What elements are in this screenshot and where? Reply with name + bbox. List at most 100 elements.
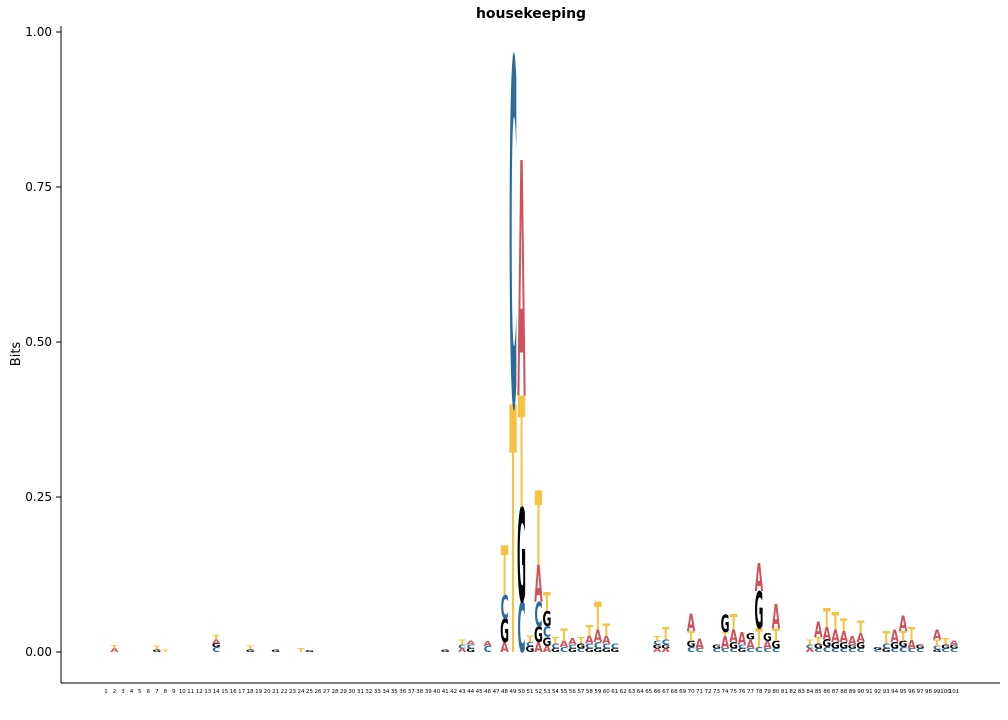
x-tick-label: 88: [840, 689, 847, 695]
logo-letter-t: T: [730, 610, 738, 635]
x-tick-label: 85: [815, 689, 822, 695]
x-tick-label: 65: [645, 689, 652, 695]
logo-letter-g: G: [882, 647, 891, 653]
logo-letter-g: G: [899, 640, 908, 650]
logo-letter-c: C: [831, 647, 839, 653]
logo-letter-a: A: [517, 96, 525, 472]
x-tick-label: 32: [365, 689, 372, 695]
logo-letter-a: A: [466, 640, 475, 646]
x-tick-label: 43: [459, 689, 466, 695]
logo-letter-a: A: [458, 647, 467, 653]
logo-letter-t: T: [933, 639, 941, 649]
logo-letter-c: C: [501, 589, 509, 627]
logo-letter-c: C: [755, 647, 763, 655]
logo-letter-g: G: [661, 643, 670, 649]
x-tick-label: 55: [560, 689, 567, 695]
logo-letter-t: T: [942, 638, 950, 648]
x-tick-label: 100: [940, 689, 951, 695]
logo-letter-a: A: [585, 635, 594, 647]
logo-letter-a: A: [890, 628, 898, 647]
logo-letter-c: C: [942, 647, 950, 653]
logo-letter-g: G: [517, 481, 526, 632]
x-tick-label: 97: [917, 689, 924, 695]
logo-letter-g: G: [721, 612, 730, 639]
x-tick-label: 28: [331, 689, 338, 695]
logo-letter-c: C: [509, 0, 517, 517]
logo-letter-g: G: [755, 581, 764, 640]
logo-letter-t: T: [509, 337, 516, 720]
x-tick-label: 38: [416, 689, 423, 695]
logo-letter-c: C: [526, 641, 534, 647]
x-tick-label: 83: [798, 689, 805, 695]
logo-letter-t: T: [246, 645, 254, 651]
logo-letter-g: G: [746, 633, 755, 643]
logo-letter-c: C: [611, 643, 619, 651]
x-tick-label: 59: [594, 689, 601, 695]
logo-letter-g: G: [822, 638, 831, 650]
x-tick-label: 92: [874, 689, 881, 695]
logo-letter-t: T: [111, 644, 119, 649]
logo-letter-g: G: [814, 643, 823, 651]
logo-letter-g: G: [687, 640, 696, 650]
logo-letter-t: T: [823, 604, 831, 634]
x-ticks: 1 2 3 4 5 6 7 8 9 10 11 12 13 14 15 16 17 18 19 20 21 22 23 24 2…: [104, 689, 959, 695]
logo-letter-t: T: [857, 618, 865, 637]
logo-letter-c: C: [730, 647, 738, 653]
x-tick-label: 69: [679, 689, 686, 695]
x-tick-label: 26: [315, 689, 322, 695]
logo-letter-g: G: [602, 647, 611, 653]
logo-letter-a: A: [560, 640, 569, 650]
x-tick-label: 67: [662, 689, 669, 695]
x-tick-label: 21: [272, 689, 279, 695]
logo-letter-g: G: [466, 647, 475, 653]
x-tick-label: 8: [164, 689, 168, 695]
logo-letter-g: G: [568, 647, 577, 653]
x-tick-label: 86: [823, 689, 830, 695]
x-tick-label: 53: [543, 689, 550, 695]
x-tick-label: 2: [113, 689, 117, 695]
x-tick-label: 74: [722, 689, 729, 695]
logo-letter-t: T: [535, 472, 542, 590]
y-tick-label: 0.50: [25, 335, 52, 349]
logo-letter-a: A: [857, 630, 866, 645]
logo-letter-g: G: [543, 634, 552, 649]
logo-letter-c: C: [560, 647, 568, 655]
logo-letter-c: C: [874, 649, 882, 653]
logo-letter-t: T: [213, 634, 221, 642]
logo-letter-c: C: [577, 647, 585, 653]
logo-letter-a: A: [695, 636, 704, 651]
logo-letter-c: C: [899, 647, 907, 655]
logo-letter-g: G: [771, 640, 780, 652]
logo-letter-g: G: [941, 643, 950, 649]
logo-letter-c: C: [738, 643, 746, 649]
logo-letter-t: T: [687, 629, 695, 644]
x-tick-label: 76: [739, 689, 746, 695]
logo-letter-a: A: [483, 641, 491, 649]
logo-letter-t: T: [577, 636, 585, 646]
logo-letter-t: T: [501, 534, 508, 612]
logo-letter-g: G: [890, 641, 899, 651]
logo-letter-t: T: [806, 639, 814, 647]
x-tick-label: 51: [527, 689, 534, 695]
x-tick-label: 34: [382, 689, 389, 695]
x-tick-label: 61: [611, 689, 618, 695]
chart-title: housekeeping: [476, 6, 586, 22]
logo-letter-t: T: [908, 625, 916, 644]
logo-letter-c: C: [857, 647, 865, 653]
logo-letter-g: G: [152, 649, 161, 653]
logo-letter-c: C: [467, 643, 475, 649]
x-tick-label: 24: [298, 689, 305, 695]
x-tick-label: 4: [130, 689, 134, 695]
logo-letter-a: A: [823, 625, 831, 644]
x-tick-label: 33: [374, 689, 381, 695]
x-tick-label: 25: [306, 689, 313, 695]
x-tick-label: 96: [908, 689, 915, 695]
logo-letter-g: G: [212, 642, 221, 648]
logo-letter-t: T: [815, 636, 823, 646]
logo-letter-a: A: [534, 640, 543, 655]
logo-letter-g: G: [610, 647, 619, 653]
logo-letter-t: T: [526, 635, 534, 645]
logo-letter-a: A: [755, 556, 764, 601]
logo-letter-c: C: [772, 647, 780, 653]
x-tick-label: 5: [138, 689, 142, 695]
